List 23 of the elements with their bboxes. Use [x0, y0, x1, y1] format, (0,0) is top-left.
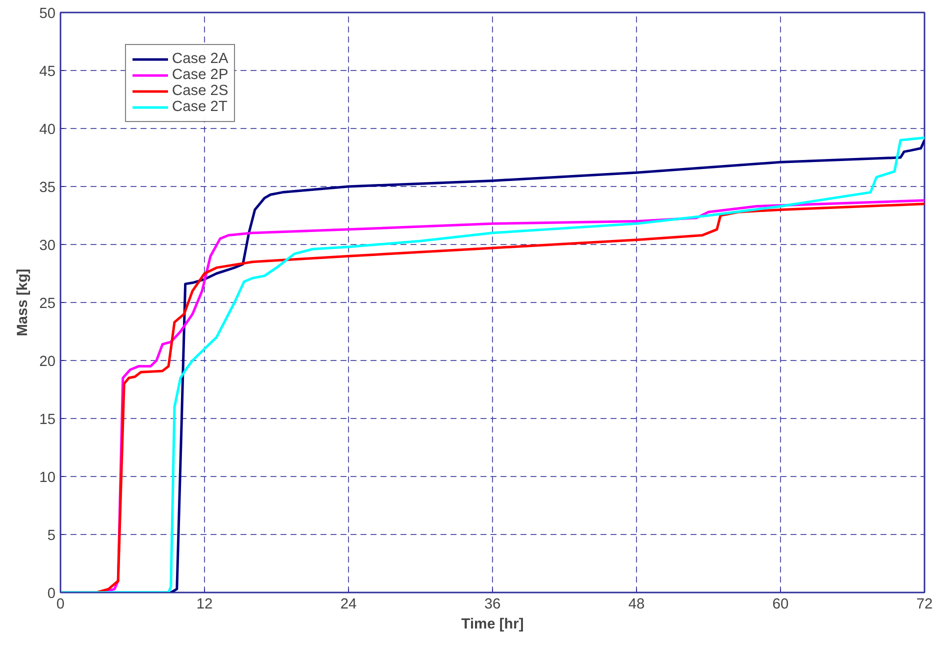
y-axis-title: Mass [kg]: [15, 268, 32, 336]
y-tick-label: 10: [39, 470, 56, 486]
x-tick-label: 60: [772, 596, 789, 612]
y-tick-label: 30: [39, 238, 56, 254]
y-tick-label: 25: [39, 296, 56, 312]
y-tick-label: 20: [39, 354, 56, 370]
legend-label: Case 2T: [172, 99, 228, 115]
legend-label: Case 2A: [172, 51, 228, 67]
y-tick-label: 45: [39, 64, 56, 80]
y-tick-label: 50: [39, 6, 56, 22]
y-tick-label: 5: [47, 528, 56, 544]
y-tick-label: 15: [39, 412, 56, 428]
x-tick-label: 72: [916, 596, 933, 612]
legend-label: Case 2S: [172, 83, 228, 99]
x-tick-label: 24: [340, 596, 357, 612]
y-tick-label: 40: [39, 122, 56, 138]
y-tick-label: 0: [47, 586, 56, 602]
x-tick-label: 48: [628, 596, 645, 612]
x-tick-label: 12: [196, 596, 213, 612]
legend-label: Case 2P: [172, 67, 228, 83]
x-axis-title: Time [hr]: [461, 616, 524, 632]
y-tick-label: 35: [39, 180, 56, 196]
x-tick-label: 36: [484, 596, 501, 612]
